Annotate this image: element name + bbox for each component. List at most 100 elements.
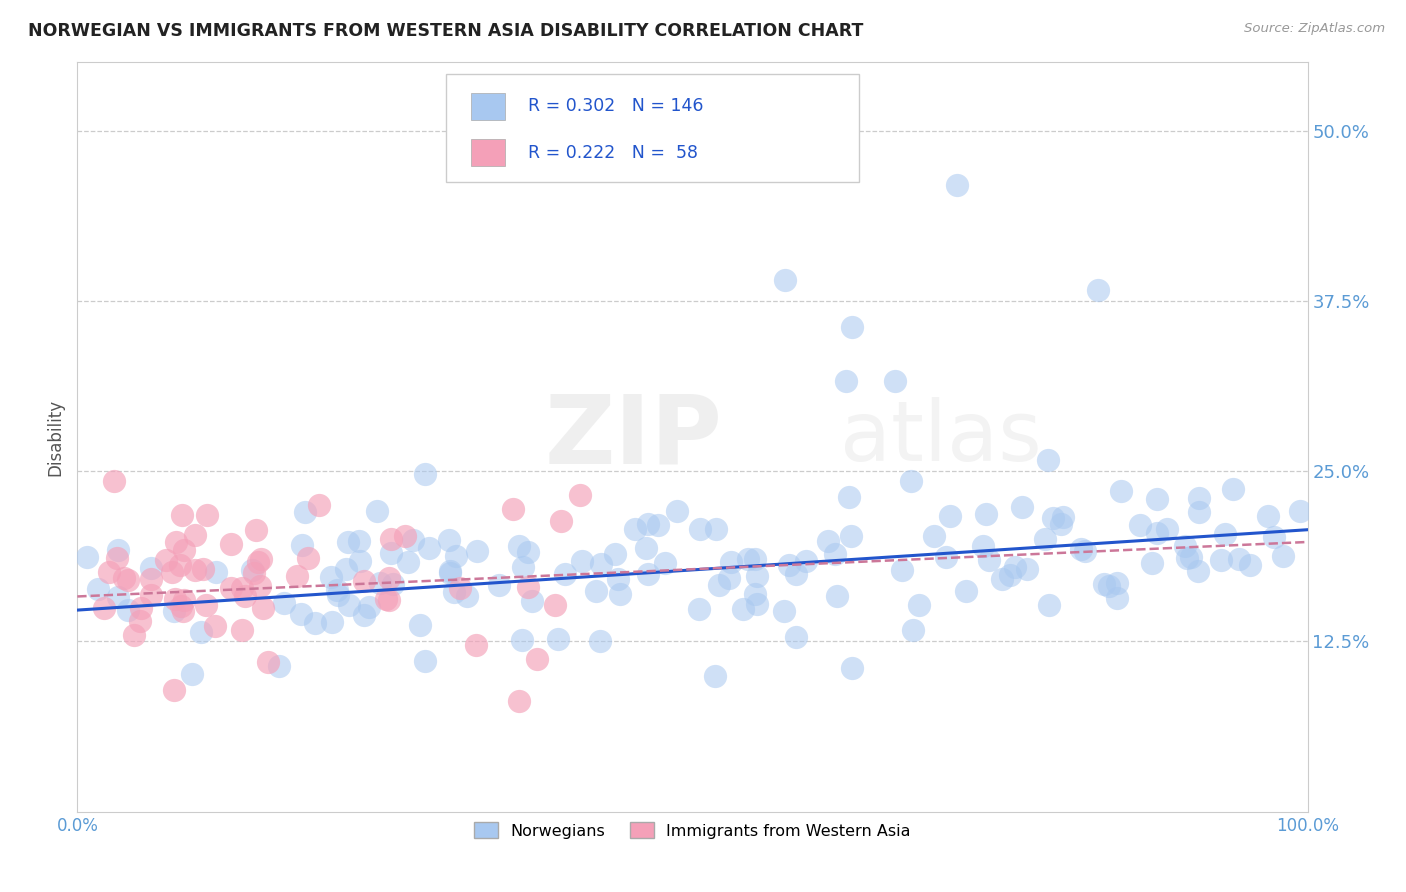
Point bbox=[243, 566, 266, 580]
Point bbox=[184, 528, 207, 542]
Point bbox=[522, 594, 544, 608]
Point bbox=[378, 571, 401, 585]
Point bbox=[817, 533, 839, 548]
Point bbox=[394, 529, 416, 543]
Point bbox=[666, 504, 689, 518]
Point bbox=[647, 518, 669, 533]
Point bbox=[380, 546, 402, 560]
Point bbox=[117, 573, 139, 587]
Point bbox=[703, 669, 725, 683]
Point bbox=[720, 555, 742, 569]
Point bbox=[688, 602, 710, 616]
Point bbox=[841, 661, 863, 675]
Point bbox=[508, 539, 530, 553]
Point bbox=[418, 541, 440, 556]
Point bbox=[366, 504, 388, 518]
Point bbox=[294, 505, 316, 519]
Text: NORWEGIAN VS IMMIGRANTS FROM WESTERN ASIA DISABILITY CORRELATION CHART: NORWEGIAN VS IMMIGRANTS FROM WESTERN ASI… bbox=[28, 22, 863, 40]
Point bbox=[571, 554, 593, 568]
Point bbox=[717, 571, 740, 585]
Point bbox=[139, 588, 162, 602]
Point bbox=[273, 596, 295, 610]
Point bbox=[884, 374, 907, 388]
Point bbox=[707, 577, 730, 591]
Point bbox=[291, 538, 314, 552]
Point bbox=[456, 589, 478, 603]
Point bbox=[544, 598, 567, 612]
Point bbox=[785, 630, 807, 644]
Point bbox=[1094, 577, 1116, 591]
Point bbox=[413, 654, 436, 668]
Point bbox=[117, 603, 139, 617]
Point bbox=[240, 563, 263, 577]
Point bbox=[437, 533, 460, 547]
Point bbox=[252, 601, 274, 615]
Point bbox=[139, 560, 162, 574]
Point bbox=[977, 553, 1000, 567]
Point bbox=[1098, 579, 1121, 593]
Point bbox=[1111, 484, 1133, 499]
Point bbox=[991, 573, 1014, 587]
Point bbox=[1215, 527, 1237, 541]
Point bbox=[257, 655, 280, 669]
Text: atlas: atlas bbox=[841, 397, 1042, 477]
Point bbox=[353, 607, 375, 622]
Point bbox=[773, 273, 796, 287]
Point bbox=[603, 547, 626, 561]
Point bbox=[245, 524, 267, 538]
Point bbox=[689, 522, 711, 536]
Point bbox=[368, 575, 391, 590]
Point bbox=[98, 565, 121, 579]
Point bbox=[304, 615, 326, 630]
Point bbox=[1174, 539, 1197, 553]
Point bbox=[319, 569, 342, 583]
Point bbox=[998, 568, 1021, 582]
Point bbox=[1142, 557, 1164, 571]
Point bbox=[609, 587, 631, 601]
Point bbox=[163, 683, 186, 698]
Point bbox=[444, 549, 467, 563]
Point bbox=[103, 475, 125, 489]
Point bbox=[1239, 558, 1261, 573]
Point bbox=[249, 579, 271, 593]
Point bbox=[449, 581, 471, 595]
Point bbox=[1052, 510, 1074, 524]
Point bbox=[908, 598, 931, 612]
Point bbox=[1087, 283, 1109, 297]
Point bbox=[554, 567, 576, 582]
Point bbox=[778, 558, 800, 573]
Point bbox=[353, 574, 375, 588]
Point bbox=[972, 539, 994, 553]
Point bbox=[380, 533, 402, 547]
Point bbox=[93, 600, 115, 615]
Point bbox=[122, 628, 145, 642]
Point bbox=[160, 566, 183, 580]
Y-axis label: Disability: Disability bbox=[46, 399, 65, 475]
Point bbox=[129, 614, 152, 628]
Point bbox=[107, 542, 129, 557]
Point bbox=[173, 593, 195, 607]
Point bbox=[204, 619, 226, 633]
Point bbox=[1070, 542, 1092, 557]
Point bbox=[512, 560, 534, 574]
Point bbox=[517, 580, 540, 594]
Point bbox=[402, 533, 425, 547]
Point bbox=[1175, 551, 1198, 566]
Point bbox=[1015, 562, 1038, 576]
Point bbox=[129, 600, 152, 615]
Point bbox=[1156, 522, 1178, 536]
Point bbox=[396, 555, 419, 569]
Point bbox=[170, 599, 193, 613]
Point bbox=[1188, 505, 1211, 519]
Point bbox=[825, 589, 848, 603]
Point bbox=[824, 548, 846, 562]
Point bbox=[184, 563, 207, 577]
Point bbox=[219, 537, 242, 551]
Point bbox=[112, 571, 135, 585]
Point bbox=[347, 533, 370, 548]
Point bbox=[706, 522, 728, 536]
Point bbox=[550, 514, 572, 528]
Point bbox=[1107, 591, 1129, 605]
Point bbox=[195, 508, 218, 522]
Point bbox=[773, 604, 796, 618]
